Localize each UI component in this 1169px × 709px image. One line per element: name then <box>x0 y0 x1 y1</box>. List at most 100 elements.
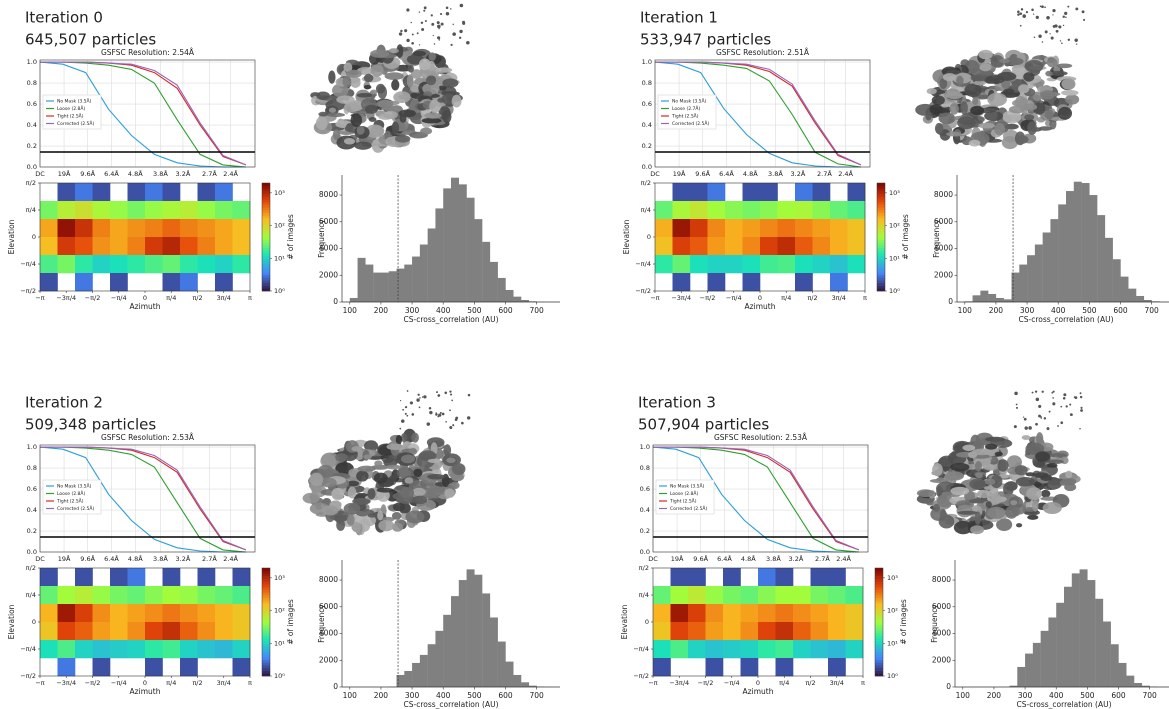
colorbar-frame <box>261 567 271 677</box>
map-render <box>350 113 363 127</box>
plot-frame <box>39 59 256 168</box>
colorbar-swatch <box>262 183 270 186</box>
colorbar-swatch <box>877 212 885 216</box>
colorbar-swatch <box>262 584 270 588</box>
heat-cell <box>828 604 846 623</box>
map-speck <box>1052 8 1056 13</box>
map-render <box>349 99 364 112</box>
map-render <box>945 91 963 100</box>
map-render <box>332 129 341 141</box>
heat-cell <box>127 201 146 220</box>
histogram-bar <box>412 662 421 687</box>
map-render <box>968 139 981 147</box>
x-tick-label: 3π/4 <box>830 679 844 687</box>
map-render <box>347 486 357 499</box>
histogram-bar <box>1058 204 1067 302</box>
histogram-bar <box>1110 644 1119 687</box>
map-render <box>1046 58 1058 68</box>
heat-cell <box>162 622 181 641</box>
colorbar-swatch <box>262 632 270 636</box>
map-speck <box>1080 406 1083 409</box>
map-speck <box>1031 8 1034 12</box>
histogram-bar <box>1136 295 1145 302</box>
map-render <box>427 485 444 499</box>
colorbar-swatch <box>877 234 885 238</box>
heat-cell <box>180 201 198 220</box>
colorbar-swatch <box>877 196 885 200</box>
x-tick-label: 600 <box>1111 691 1126 700</box>
colorbar-swatch <box>877 239 885 243</box>
x-tick-label: −π/4 <box>111 679 127 687</box>
x-tick-label: 4.8Å <box>128 554 143 563</box>
map-render <box>375 83 386 94</box>
map-render <box>974 460 983 472</box>
histogram-bar <box>396 268 405 302</box>
heat-cell <box>75 201 93 220</box>
map-render <box>370 64 384 77</box>
legend-label: No Mask (3.5Å) <box>57 98 92 105</box>
heat-cell <box>127 237 146 256</box>
map-render <box>343 62 353 73</box>
histogram-bar <box>1079 569 1088 687</box>
map-speck <box>1052 390 1055 393</box>
heat-cell <box>793 640 811 659</box>
map-render <box>1040 90 1056 100</box>
heat-cell <box>812 237 831 256</box>
map-speck <box>399 427 402 430</box>
map-render <box>933 503 941 512</box>
map-speck <box>1060 405 1063 408</box>
map-speck <box>1038 404 1042 408</box>
heat-cell <box>830 219 848 238</box>
x-tick-label: −π <box>650 294 659 302</box>
map-speck <box>1041 5 1044 9</box>
colorbar-tick-label: 10⁰ <box>274 287 285 295</box>
y-axis-label: Elevation <box>620 604 629 639</box>
heat-cell <box>828 658 846 677</box>
heat-cell <box>670 622 689 641</box>
x-tick-label: 3π/4 <box>217 294 231 302</box>
map-render <box>1027 121 1037 135</box>
map-speck <box>419 397 421 399</box>
histogram-bar <box>427 644 436 687</box>
map-speck <box>1040 417 1042 419</box>
map-render <box>1044 109 1054 120</box>
map-render <box>942 73 957 82</box>
map-render <box>1027 514 1039 520</box>
map-speck <box>1064 11 1068 15</box>
histogram-bar <box>466 197 475 302</box>
map-render <box>938 112 956 125</box>
chart-title: GSFSC Resolution: 2.54Å <box>101 48 195 57</box>
map-speck <box>406 390 409 392</box>
heat-cell <box>57 255 76 274</box>
y-tick-label: π/2 <box>639 564 649 572</box>
map-speck <box>462 21 466 25</box>
map-render <box>391 121 400 134</box>
legend-label: Loose (2.8Å) <box>57 490 85 497</box>
x-tick-label: 2.4Å <box>223 554 238 563</box>
map-render <box>979 63 992 72</box>
y-tick-label: 4000 <box>319 629 338 638</box>
x-tick-label: 3.8Å <box>768 169 783 178</box>
x-tick-label: 19Å <box>58 169 71 178</box>
map-render <box>318 111 328 117</box>
x-tick-label: 300 <box>1018 691 1033 700</box>
colorbar-swatch <box>875 638 883 642</box>
heat-cell <box>75 183 93 202</box>
map-render <box>391 79 400 91</box>
y-tick-label: 1.0 <box>642 58 652 66</box>
map-speck <box>423 9 426 12</box>
colorbar-tick-label: 10³ <box>889 189 900 197</box>
map-speck <box>1083 18 1086 21</box>
map-render <box>1049 118 1057 130</box>
map-render <box>940 508 947 522</box>
histogram-bar <box>1128 288 1137 302</box>
map-render <box>435 67 453 73</box>
map-speck <box>1069 403 1072 406</box>
heat-cell <box>180 640 198 659</box>
map-render <box>438 106 451 120</box>
map-speck <box>400 29 403 33</box>
heat-cell <box>145 237 163 256</box>
colorbar-tick-label: 10² <box>887 607 898 615</box>
y-tick-label: 0 <box>333 297 338 306</box>
y-tick-label: 0.0 <box>642 163 652 171</box>
